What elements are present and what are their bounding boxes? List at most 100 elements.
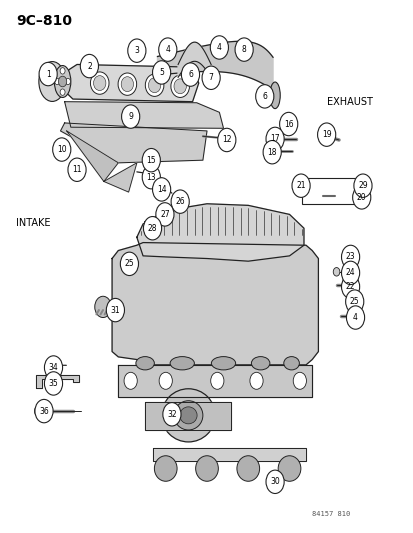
Text: 3: 3	[134, 46, 139, 55]
Ellipse shape	[173, 79, 186, 94]
Ellipse shape	[161, 389, 215, 442]
Text: 24: 24	[345, 269, 354, 277]
Polygon shape	[157, 41, 272, 90]
Text: 84157 810: 84157 810	[311, 512, 350, 518]
Circle shape	[155, 203, 173, 226]
Polygon shape	[145, 402, 230, 430]
Ellipse shape	[179, 407, 197, 424]
Ellipse shape	[269, 82, 280, 109]
Circle shape	[128, 39, 145, 62]
Circle shape	[60, 68, 65, 74]
Text: 13: 13	[146, 173, 156, 182]
Circle shape	[68, 158, 86, 181]
Text: 7: 7	[208, 73, 213, 82]
Text: 21: 21	[296, 181, 305, 190]
Circle shape	[181, 63, 199, 86]
Polygon shape	[118, 365, 311, 397]
Circle shape	[266, 127, 283, 151]
Circle shape	[158, 38, 176, 61]
Polygon shape	[64, 102, 223, 128]
Text: 25: 25	[124, 260, 134, 268]
Text: 19: 19	[321, 130, 331, 139]
Text: 2: 2	[87, 62, 92, 70]
Circle shape	[332, 268, 339, 276]
Circle shape	[52, 138, 71, 161]
Ellipse shape	[278, 456, 300, 481]
Polygon shape	[112, 243, 318, 365]
Polygon shape	[64, 64, 198, 102]
Circle shape	[292, 372, 306, 389]
Text: 26: 26	[175, 197, 185, 206]
Text: 4: 4	[352, 313, 357, 322]
Circle shape	[279, 112, 297, 136]
Ellipse shape	[118, 73, 136, 95]
Text: 28: 28	[147, 224, 157, 233]
Text: EXHAUST: EXHAUST	[326, 96, 372, 107]
Ellipse shape	[195, 456, 218, 481]
Text: 14: 14	[157, 185, 166, 194]
Circle shape	[291, 174, 309, 197]
Text: 22: 22	[345, 282, 354, 291]
Ellipse shape	[283, 357, 299, 370]
Circle shape	[58, 76, 66, 87]
Text: 31: 31	[110, 305, 120, 314]
Circle shape	[106, 298, 124, 322]
Circle shape	[345, 290, 363, 313]
Text: 8: 8	[241, 45, 246, 54]
Ellipse shape	[148, 78, 160, 93]
Text: 25: 25	[349, 297, 358, 306]
Text: 4: 4	[216, 43, 221, 52]
Circle shape	[341, 245, 359, 269]
Ellipse shape	[121, 77, 133, 92]
Circle shape	[95, 296, 111, 318]
Ellipse shape	[39, 62, 66, 101]
Circle shape	[317, 123, 335, 147]
Circle shape	[120, 252, 138, 276]
Polygon shape	[104, 163, 137, 192]
Circle shape	[65, 78, 70, 85]
Text: 16: 16	[283, 119, 293, 128]
Circle shape	[210, 372, 223, 389]
Circle shape	[143, 216, 161, 240]
Circle shape	[255, 85, 273, 108]
Circle shape	[210, 36, 228, 59]
Text: 4: 4	[165, 45, 170, 54]
Text: 12: 12	[221, 135, 231, 144]
Text: 30: 30	[270, 478, 279, 486]
Text: INTAKE: INTAKE	[17, 218, 51, 228]
Text: 5: 5	[159, 68, 164, 77]
Polygon shape	[60, 123, 206, 163]
Circle shape	[152, 177, 170, 201]
Polygon shape	[178, 42, 211, 77]
Text: 11: 11	[72, 165, 82, 174]
Circle shape	[39, 62, 57, 86]
Circle shape	[352, 185, 370, 209]
Ellipse shape	[54, 66, 71, 98]
Ellipse shape	[145, 74, 164, 96]
Text: 10: 10	[57, 145, 66, 154]
Polygon shape	[137, 204, 303, 261]
Circle shape	[142, 149, 160, 172]
Polygon shape	[153, 448, 305, 461]
Circle shape	[35, 399, 53, 423]
Ellipse shape	[170, 357, 194, 370]
Text: 29: 29	[357, 181, 367, 190]
Circle shape	[346, 306, 364, 329]
Text: 1: 1	[46, 70, 50, 78]
Text: 15: 15	[146, 156, 156, 165]
Circle shape	[34, 406, 43, 416]
Ellipse shape	[171, 75, 189, 98]
Circle shape	[171, 190, 189, 213]
Text: 20: 20	[356, 193, 366, 202]
Polygon shape	[36, 375, 79, 387]
Text: 34: 34	[48, 363, 58, 372]
Ellipse shape	[93, 76, 106, 91]
Circle shape	[44, 372, 62, 395]
Circle shape	[80, 54, 98, 78]
Text: 17: 17	[270, 134, 279, 143]
Circle shape	[263, 141, 280, 164]
Circle shape	[162, 402, 180, 426]
Ellipse shape	[135, 357, 154, 370]
Ellipse shape	[154, 456, 177, 481]
Circle shape	[60, 89, 65, 95]
